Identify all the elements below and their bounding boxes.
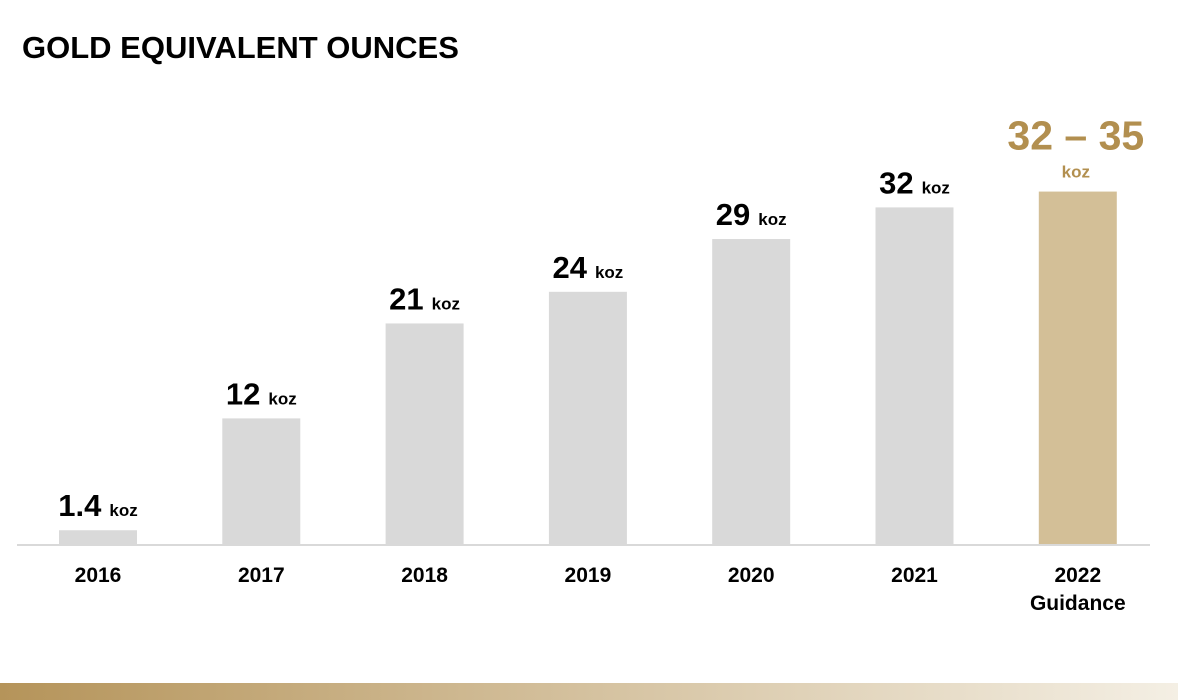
data-label-2018: 21 koz [389, 281, 460, 316]
x-tick-label: 2018 [401, 564, 448, 587]
data-label-2020: 29 koz [716, 197, 787, 232]
bar-2018 [385, 323, 464, 545]
data-label-2021: 32 koz [879, 165, 950, 200]
bar-2016 [59, 530, 137, 545]
data-label-2016: 1.4 koz [58, 488, 137, 523]
data-label-2022: 32 – 35 [1007, 113, 1144, 159]
data-label-unit-2022: koz [1062, 163, 1090, 182]
bottom-gradient-band [0, 683, 1178, 700]
x-tick-label: 2021 [891, 564, 938, 587]
x-tick-label: 2020 [728, 564, 775, 587]
data-label-2019: 24 koz [552, 250, 623, 285]
x-tick-label: 2016 [75, 564, 122, 587]
bar-2019 [548, 291, 627, 545]
x-tick-label: 2017 [238, 564, 285, 587]
bar-2017 [222, 418, 301, 545]
bar-2020 [712, 239, 791, 546]
data-label-2017: 12 koz [226, 376, 297, 411]
x-tick-label: Guidance [1030, 592, 1126, 615]
bar-chart: 1.4 koz 2016 12 koz 2017 21 koz 2018 24 koz 2019 29 k… [17, 113, 1150, 615]
bar-2021 [875, 207, 954, 545]
bar-2022 [1038, 191, 1117, 545]
x-tick-label: 2022 [1054, 564, 1101, 587]
x-tick-label: 2019 [565, 564, 612, 587]
page-title: GOLD EQUIVALENT OUNCES [22, 30, 459, 65]
